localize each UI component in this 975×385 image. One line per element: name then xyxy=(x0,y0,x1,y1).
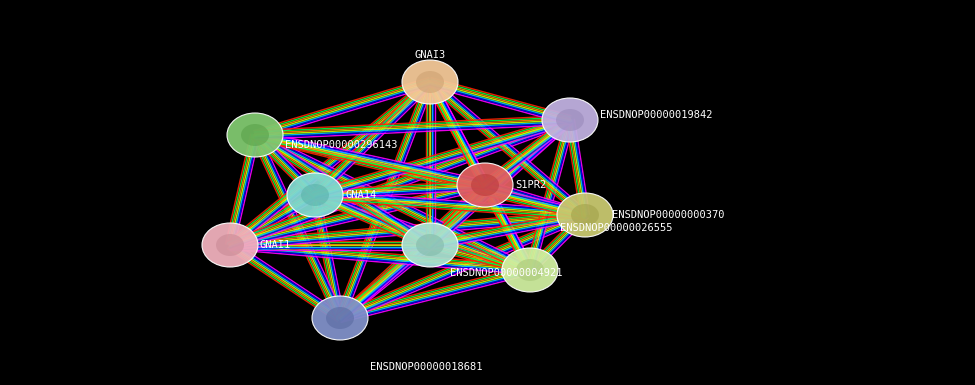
Ellipse shape xyxy=(402,60,458,104)
Ellipse shape xyxy=(516,259,544,281)
Text: ENSDNOP00000000370: ENSDNOP00000000370 xyxy=(612,210,724,220)
Ellipse shape xyxy=(402,223,458,267)
Text: GNAI1: GNAI1 xyxy=(260,240,292,250)
Ellipse shape xyxy=(416,71,444,93)
Ellipse shape xyxy=(301,184,329,206)
Ellipse shape xyxy=(416,234,444,256)
Ellipse shape xyxy=(542,98,598,142)
Text: S1PR2: S1PR2 xyxy=(515,180,546,190)
Text: ENSDNOP00000026555: ENSDNOP00000026555 xyxy=(560,223,673,233)
Text: ENSDNOP00000018681: ENSDNOP00000018681 xyxy=(370,362,483,372)
Ellipse shape xyxy=(471,174,499,196)
Ellipse shape xyxy=(571,204,599,226)
Text: ENSDNOP00000004921: ENSDNOP00000004921 xyxy=(450,268,563,278)
Text: ENSDNOP00000019842: ENSDNOP00000019842 xyxy=(600,110,713,120)
Ellipse shape xyxy=(202,223,258,267)
Ellipse shape xyxy=(557,193,613,237)
Text: GNAI3: GNAI3 xyxy=(414,50,446,60)
Ellipse shape xyxy=(457,163,513,207)
Ellipse shape xyxy=(287,173,343,217)
Ellipse shape xyxy=(227,113,283,157)
Ellipse shape xyxy=(216,234,244,256)
Text: GNA14: GNA14 xyxy=(345,190,376,200)
Ellipse shape xyxy=(241,124,269,146)
Ellipse shape xyxy=(502,248,558,292)
Ellipse shape xyxy=(312,296,368,340)
Ellipse shape xyxy=(326,307,354,329)
Ellipse shape xyxy=(556,109,584,131)
Text: ENSDNOP00000296143: ENSDNOP00000296143 xyxy=(285,140,398,150)
